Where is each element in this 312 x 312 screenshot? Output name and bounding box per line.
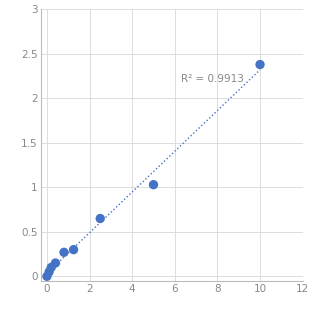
Point — [71, 247, 76, 252]
Point — [61, 250, 66, 255]
Point — [49, 265, 54, 270]
Point — [46, 269, 51, 274]
Point — [257, 62, 262, 67]
Point — [151, 182, 156, 187]
Point — [44, 274, 49, 279]
Text: R² = 0.9913: R² = 0.9913 — [181, 74, 244, 84]
Point — [98, 216, 103, 221]
Point — [53, 261, 58, 266]
